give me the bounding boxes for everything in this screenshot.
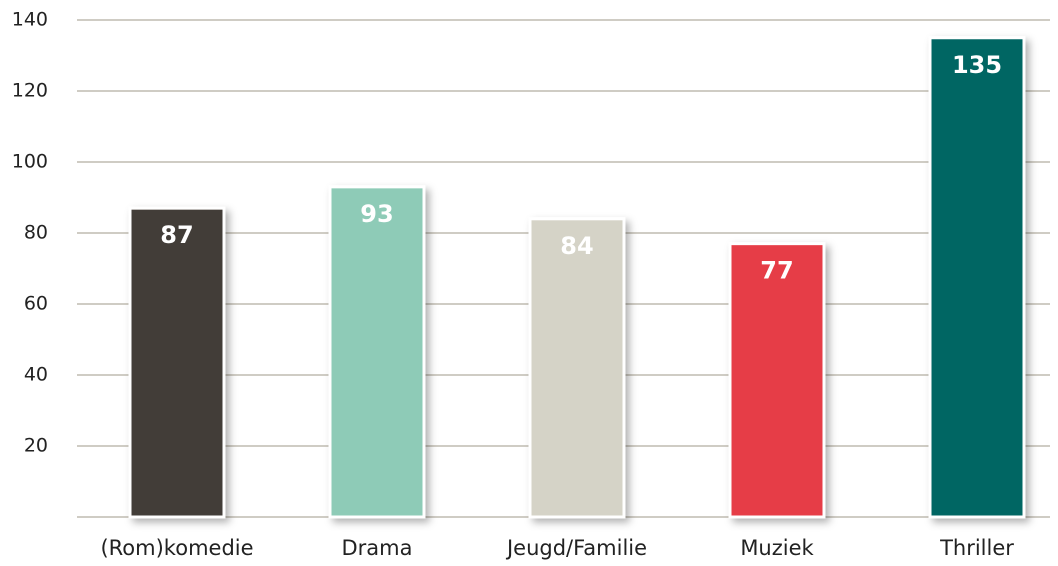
y-tick-label: 80 <box>24 222 48 244</box>
x-tick-label: Muziek <box>740 536 814 560</box>
x-tick-label: Jeugd/Familie <box>505 536 647 560</box>
bar <box>928 36 1026 519</box>
y-tick-label: 120 <box>12 80 48 102</box>
data-label: 135 <box>952 51 1002 79</box>
bar <box>528 217 626 519</box>
y-tick-label: 40 <box>24 364 48 386</box>
x-tick-label: Thriller <box>939 536 1014 560</box>
x-tick-label: Drama <box>342 536 413 560</box>
data-label: 87 <box>160 221 193 249</box>
data-label: 84 <box>560 232 593 260</box>
bar <box>128 206 226 519</box>
y-tick-label: 100 <box>12 151 48 173</box>
data-label: 77 <box>760 257 793 285</box>
y-tick-label: 140 <box>12 9 48 31</box>
y-tick-label: 60 <box>24 293 48 315</box>
y-tick-label: 20 <box>24 435 48 457</box>
bar <box>328 185 426 519</box>
bar <box>728 242 826 519</box>
x-tick-label: (Rom)komedie <box>100 536 253 560</box>
data-label: 93 <box>360 200 393 228</box>
